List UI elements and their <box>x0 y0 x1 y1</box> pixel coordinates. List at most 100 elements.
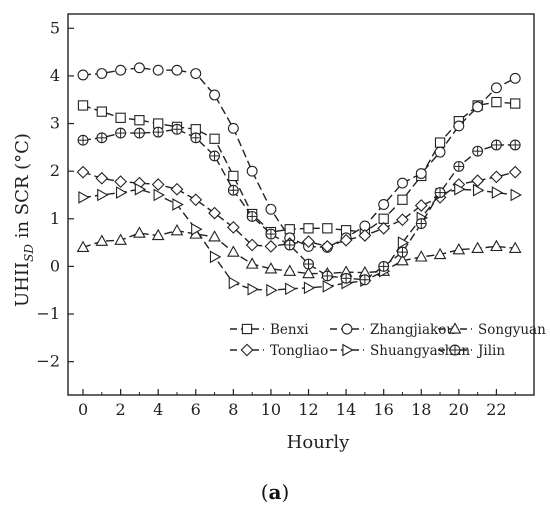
legend-label: Songyuan <box>478 322 546 338</box>
y-tick-label: −1 <box>36 304 60 323</box>
triangle-up-marker <box>396 253 409 266</box>
y-tick-label: 2 <box>50 161 60 180</box>
triangle-up-marker <box>114 233 127 245</box>
triangle-up-marker <box>245 257 259 269</box>
triangle-up-marker <box>414 250 428 262</box>
square-marker <box>96 106 107 117</box>
triangle-up-marker <box>151 228 165 241</box>
triangle-right-marker <box>172 198 184 211</box>
legend-item-tongliao: Tongliao <box>230 343 328 359</box>
series-line <box>82 171 516 248</box>
caption-letter: a <box>268 480 282 504</box>
square-marker <box>115 112 126 123</box>
circle-marker <box>77 69 89 81</box>
triangle-up-marker <box>490 239 503 252</box>
legend-item-benxi: Benxi <box>230 322 309 338</box>
triangle-right-marker <box>454 182 466 196</box>
triangle-up-marker <box>283 264 297 276</box>
figure-caption: (a) <box>0 480 550 504</box>
x-tick-label: 12 <box>298 400 318 419</box>
triangle-up-marker <box>170 223 184 236</box>
circle-marker <box>341 323 353 335</box>
diamond-marker <box>208 206 221 220</box>
square-marker <box>209 133 220 144</box>
triangle-right-marker <box>209 250 222 264</box>
triangle-right-marker <box>342 343 354 357</box>
triangle-right-marker <box>228 276 241 290</box>
circle-marker <box>415 168 427 179</box>
series-line <box>82 67 516 249</box>
x-tick-label: 18 <box>411 400 431 419</box>
caption-open-paren: ( <box>260 480 269 504</box>
series-songyuan <box>76 223 522 279</box>
y-tick-label: 1 <box>50 209 60 228</box>
x-tick-label: 0 <box>78 400 88 419</box>
diamond-marker <box>414 199 428 212</box>
series-zhangjiakou <box>77 62 521 253</box>
square-marker <box>228 170 239 182</box>
diamond-marker <box>95 171 109 185</box>
square-marker <box>134 115 145 126</box>
x-tick-label: 10 <box>261 400 281 419</box>
x-axis-label: Hourly <box>287 432 350 453</box>
triangle-up-marker <box>264 262 278 274</box>
diamond-marker <box>508 165 522 179</box>
circle-marker <box>490 82 502 94</box>
circle-marker <box>453 120 465 132</box>
triangle-up-marker <box>302 266 315 279</box>
x-tick-label: 16 <box>373 400 393 419</box>
legend-item-zhangjiakou: Zhangjiakou <box>330 322 455 338</box>
circle-marker <box>509 72 521 84</box>
square-marker <box>77 100 89 111</box>
x-tick-label: 4 <box>153 400 163 419</box>
legend: Benxi Zhangjiakou Songyuan Tongliao Shuangya… <box>230 322 546 359</box>
legend-label: Zhangjiakou <box>370 322 455 338</box>
series-tongliao <box>76 165 522 253</box>
triangle-right-marker <box>134 182 147 196</box>
square-marker <box>397 194 408 205</box>
diamond-marker <box>114 175 127 189</box>
diamond-marker <box>240 343 254 357</box>
circle-marker <box>227 122 239 134</box>
circle-marker <box>265 203 277 215</box>
circle-marker <box>472 101 484 113</box>
triangle-right-marker <box>303 281 316 295</box>
y-tick-label: 3 <box>50 114 60 133</box>
triangle-right-marker <box>153 188 165 202</box>
circle-marker <box>133 62 145 74</box>
triangle-right-marker <box>285 282 297 296</box>
legend-item-jilin: Jilin <box>438 343 505 359</box>
triangle-up-marker <box>508 241 522 253</box>
x-tick-label: 2 <box>116 400 126 419</box>
x-tick-label: 6 <box>191 400 201 419</box>
triangle-right-marker <box>397 236 410 249</box>
triangle-right-marker <box>322 280 335 293</box>
circle-marker <box>246 165 258 177</box>
triangle-right-marker <box>115 186 128 199</box>
x-tick-label: 8 <box>228 400 238 419</box>
diamond-marker <box>320 240 334 253</box>
triangle-right-marker <box>266 283 278 297</box>
triangle-up-marker <box>133 226 146 238</box>
y-tick-label: 0 <box>50 256 60 275</box>
legend-label: Benxi <box>270 322 309 338</box>
y-axis-label-rest: in SCR (°C) <box>12 133 33 244</box>
y-axis-label-subscript: SD <box>22 244 36 262</box>
triangle-right-marker <box>247 282 259 296</box>
y-tick-label: 4 <box>50 66 60 85</box>
diamond-marker <box>358 229 372 242</box>
diamond-marker <box>76 165 90 179</box>
y-axis-label: UHIISD in SCR (°C) <box>12 133 36 307</box>
circle-marker <box>190 68 202 79</box>
triangle-up-marker <box>433 247 447 260</box>
triangle-up-marker <box>95 234 109 246</box>
diamond-marker <box>471 174 485 188</box>
circle-marker <box>397 177 408 189</box>
circle-marker <box>96 68 108 79</box>
legend-label: Jilin <box>476 343 505 359</box>
triangle-up-marker <box>227 245 240 257</box>
diamond-marker <box>245 238 259 252</box>
legend-label: Tongliao <box>270 343 328 359</box>
series-line <box>82 188 516 291</box>
